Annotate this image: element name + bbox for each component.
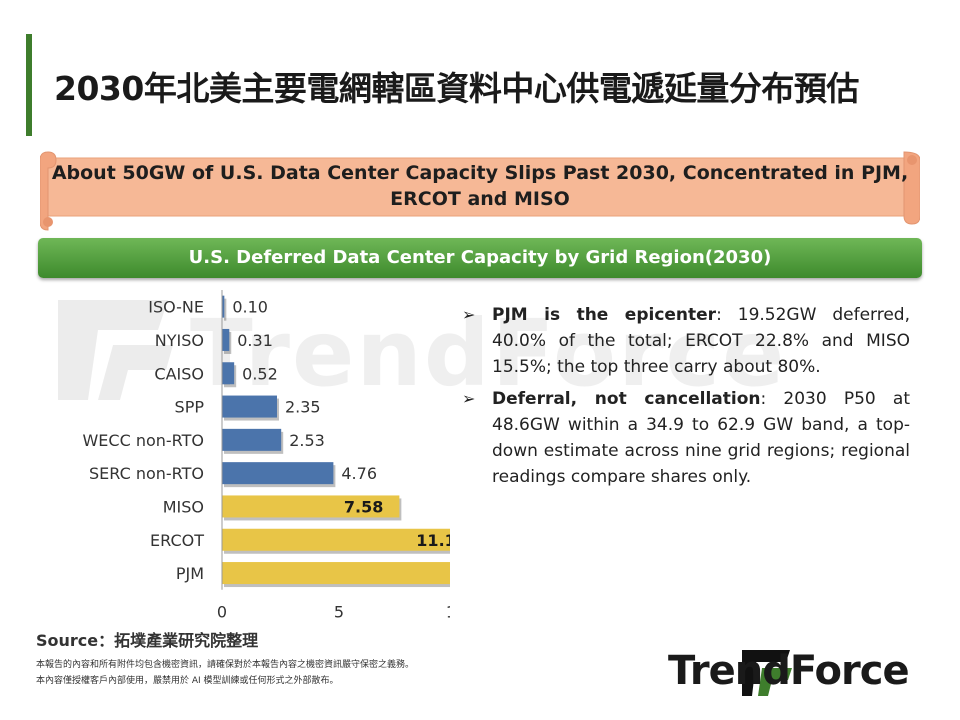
bar <box>222 462 334 485</box>
source-label: Source：拓墣產業研究院整理 <box>36 631 259 650</box>
bar-chart: ISO-NE 0.10 NYISO 0.31 CAISO 0.52 SPP 2.35 WECC … <box>82 290 450 622</box>
banner-text: About 50GW of U.S. Data Center Capacity … <box>51 162 909 210</box>
watermark-text: TrendForce <box>190 300 787 407</box>
data-label: 11.15 <box>416 531 450 550</box>
bullet-list: ➢ PJM is the epicenter: 19.52GW deferred… <box>460 302 910 496</box>
trendforce-logo-text: TrendForce <box>668 648 910 694</box>
watermark-logo-icon <box>58 300 173 400</box>
category-label: NYISO <box>155 331 204 350</box>
category-label: SERC non-RTO <box>89 464 204 483</box>
disclaimer-line: 本報告的內容和所有附件均包含機密資訊，請確保對於本報告內容之機密資訊嚴守保密之義… <box>36 660 415 670</box>
data-label: 2.53 <box>289 431 325 450</box>
disclaimer: 本報告的內容和所有附件均包含機密資訊，請確保對於本報告內容之機密資訊嚴守保密之義… <box>36 657 414 689</box>
data-label: 0.10 <box>232 298 268 317</box>
bar <box>222 528 450 551</box>
bar-shadow <box>224 298 227 321</box>
bullet-item: ➢ Deferral, not cancellation: 2030 P50 a… <box>460 386 910 490</box>
chart-header-bar: U.S. Deferred Data Center Capacity by Gr… <box>38 238 922 278</box>
title-accent-bar <box>26 34 32 136</box>
data-label: 0.52 <box>242 364 278 383</box>
x-tick-label: 0 <box>217 603 227 622</box>
bar <box>222 295 225 318</box>
category-label: PJM <box>176 564 204 583</box>
scroll-banner <box>40 151 920 231</box>
arrow-bullet-icon: ➢ <box>462 305 476 324</box>
data-label: 4.76 <box>341 464 377 483</box>
bullet-text: : 19.52GW deferred, 40.0% of the total; … <box>492 305 911 377</box>
data-label: 2.35 <box>285 398 321 417</box>
bar <box>222 395 277 418</box>
bullet-item: ➢ PJM is the epicenter: 19.52GW deferred… <box>460 302 910 380</box>
bar <box>222 328 230 351</box>
bar <box>222 428 282 451</box>
category-label: ERCOT <box>150 531 204 550</box>
arrow-bullet-icon: ➢ <box>462 389 476 408</box>
disclaimer-line: 本內容僅授權客戶內部使用，嚴禁用於 AI 模型訓練或任何形式之外部散布。 <box>36 676 339 686</box>
bar <box>222 495 400 518</box>
category-label: MISO <box>163 497 204 516</box>
category-label: ISO-NE <box>148 298 204 317</box>
trendforce-logo-icon <box>742 650 792 696</box>
category-label: SPP <box>175 398 205 417</box>
bar <box>222 362 235 385</box>
x-tick-label: 10 <box>446 603 450 622</box>
data-label: 0.31 <box>237 331 273 350</box>
chart-header-text: U.S. Deferred Data Center Capacity by Gr… <box>188 247 772 268</box>
bullet-bold: Deferral, not cancellation <box>492 389 761 409</box>
bar <box>222 562 450 585</box>
x-tick-label: 5 <box>334 603 344 622</box>
category-label: WECC non-RTO <box>82 431 204 450</box>
category-label: CAISO <box>154 364 204 383</box>
data-label: 7.58 <box>344 497 383 516</box>
page-title: 2030年北美主要電網轄區資料中心供電遞延量分布預估 <box>54 69 859 108</box>
bullet-text: : 2030 P50 at 48.6GW within a 34.9 to 62… <box>492 389 910 487</box>
bullet-bold: PJM is the epicenter <box>492 305 717 325</box>
